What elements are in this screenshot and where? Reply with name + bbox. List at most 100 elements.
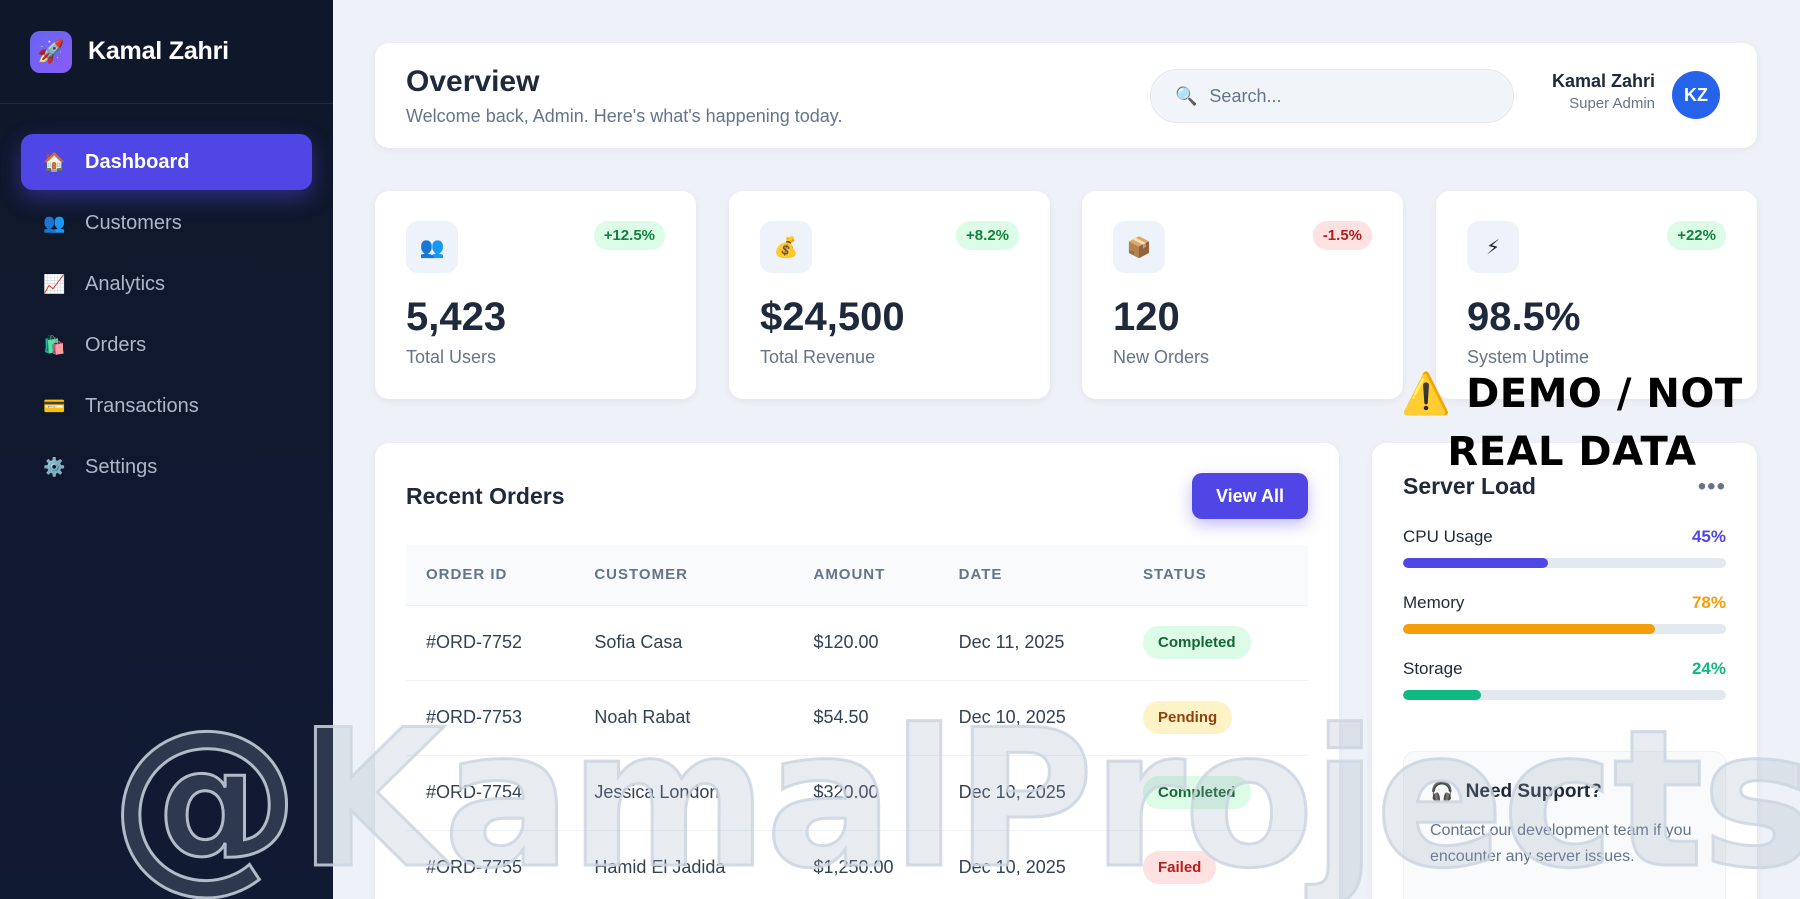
support-title-text: Need Support? (1465, 781, 1602, 802)
table-row[interactable]: #ORD-7754 Jessica London $320.00 Dec 10,… (406, 754, 1308, 830)
avatar[interactable]: KZ (1672, 71, 1720, 119)
table-header-row: ORDER ID CUSTOMER AMOUNT DATE STATUS (406, 545, 1308, 605)
panel-title: Server Load (1403, 473, 1536, 499)
support-text: Contact our development team if you enco… (1430, 822, 1692, 865)
rocket-icon: 🚀 (30, 30, 72, 73)
customer-name: Jessica London (574, 754, 794, 830)
meter-cpu: CPU Usage 45% (1403, 527, 1726, 568)
order-date: Dec 10, 2025 (938, 679, 1123, 755)
order-id: #ORD-7755 (406, 829, 575, 899)
stat-change-badge: +12.5% (593, 221, 665, 250)
users-icon: 👥 (43, 212, 66, 233)
column-header[interactable]: AMOUNT (813, 566, 886, 584)
stat-value: 98.5% (1467, 295, 1581, 339)
user-name: Kamal Zahri (1551, 71, 1655, 91)
meter-storage: Storage 24% (1403, 659, 1726, 700)
sidebar-item-label: Settings (85, 455, 158, 478)
view-all-button[interactable]: View All (1192, 473, 1308, 519)
order-date: Dec 10, 2025 (938, 754, 1123, 830)
meter-label: Memory (1403, 593, 1465, 612)
server-load-panel: Server Load ••• CPU Usage 45% Memory 78%… (1372, 443, 1757, 899)
search-input[interactable] (1209, 85, 1490, 107)
stat-change-badge: +8.2% (956, 221, 1019, 250)
meter-value: 78% (1691, 593, 1726, 612)
column-header[interactable]: CUSTOMER (594, 566, 688, 584)
order-amount: $54.50 (793, 679, 939, 755)
table-row[interactable]: #ORD-7753 Noah Rabat $54.50 Dec 10, 2025… (406, 679, 1308, 755)
orders-table: ORDER ID CUSTOMER AMOUNT DATE STATUS #OR… (406, 545, 1308, 899)
stat-change-badge: -1.5% (1312, 221, 1372, 250)
support-title: 🎧 Need Support? (1430, 780, 1699, 804)
meter-label: CPU Usage (1403, 527, 1493, 546)
sidebar-item-dashboard[interactable]: 🏠 Dashboard (21, 134, 312, 190)
order-date: Dec 10, 2025 (938, 829, 1123, 899)
order-id: #ORD-7754 (406, 754, 575, 830)
brand-name: Kamal Zahri (88, 37, 229, 65)
column-header[interactable]: DATE (958, 566, 1003, 584)
stat-label: System Uptime (1467, 347, 1590, 367)
support-box: 🎧 Need Support? Contact our development … (1403, 751, 1726, 899)
progress-track (1403, 690, 1726, 700)
order-date: Dec 11, 2025 (938, 604, 1123, 680)
shopping-bag-icon: 🛍️ (43, 334, 66, 355)
stat-label: New Orders (1113, 347, 1210, 367)
demo-warning-banner: ⚠️ DEMO / NOT REAL DATA (1401, 371, 1743, 475)
progress-fill (1403, 690, 1481, 700)
recent-orders-panel: Recent Orders View All ORDER ID CUSTOMER… (375, 443, 1339, 899)
users-icon: 👥 (406, 221, 458, 273)
lightning-icon: ⚡ (1467, 221, 1519, 273)
customer-name: Sofia Casa (574, 604, 794, 680)
sidebar-item-customers[interactable]: 👥 Customers (21, 195, 312, 251)
user-info[interactable]: Kamal Zahri Super Admin (1552, 71, 1655, 112)
order-id: #ORD-7752 (406, 604, 575, 680)
progress-fill (1403, 558, 1549, 568)
sidebar-nav: 🏠 Dashboard 👥 Customers 📈 Analytics 🛍️ O… (0, 104, 333, 495)
home-icon: 🏠 (43, 151, 66, 172)
panel-title: Recent Orders (406, 483, 565, 509)
stat-value: 120 (1113, 295, 1180, 339)
order-amount: $320.00 (793, 754, 939, 830)
sidebar-item-label: Transactions (85, 394, 199, 417)
brand[interactable]: 🚀 Kamal Zahri (0, 0, 333, 104)
chart-icon: 📈 (43, 273, 66, 294)
money-bag-icon: 💰 (760, 221, 812, 273)
status-badge: Failed (1143, 851, 1217, 885)
page-header: Overview Welcome back, Admin. Here's wha… (375, 43, 1757, 148)
column-header[interactable]: STATUS (1143, 566, 1207, 584)
status-badge: Completed (1143, 776, 1251, 809)
stat-card-users: 👥 +12.5% 5,423 Total Users (375, 191, 696, 399)
sidebar: 🚀 Kamal Zahri 🏠 Dashboard 👥 Customers 📈 … (0, 0, 333, 899)
sidebar-item-transactions[interactable]: 💳 Transactions (21, 378, 312, 434)
stat-value: 5,423 (406, 295, 507, 339)
meter-label: Storage (1403, 659, 1463, 678)
page-subtitle: Welcome back, Admin. Here's what's happe… (406, 106, 843, 126)
customer-name: Noah Rabat (574, 679, 794, 755)
more-options-icon[interactable]: ••• (1697, 473, 1726, 500)
sidebar-item-label: Customers (85, 211, 182, 234)
meter-value: 45% (1691, 527, 1726, 546)
package-icon: 📦 (1113, 221, 1165, 273)
stat-card-uptime: ⚡ +22% 98.5% System Uptime (1436, 191, 1757, 399)
column-header[interactable]: ORDER ID (426, 566, 508, 584)
stat-card-orders: 📦 -1.5% 120 New Orders (1082, 191, 1403, 399)
search-box[interactable]: 🔍 (1150, 69, 1514, 123)
stat-card-revenue: 💰 +8.2% $24,500 Total Revenue (729, 191, 1050, 399)
table-row[interactable]: #ORD-7752 Sofia Casa $120.00 Dec 11, 202… (406, 604, 1308, 680)
search-icon: 🔍 (1175, 85, 1198, 106)
headphones-icon: 🎧 (1430, 782, 1454, 803)
stat-change-badge: +22% (1667, 221, 1726, 250)
page-title: Overview (406, 65, 540, 98)
table-row[interactable]: #ORD-7755 Hamid El Jadida $1,250.00 Dec … (406, 829, 1308, 899)
sidebar-item-settings[interactable]: ⚙️ Settings (21, 439, 312, 495)
sidebar-item-analytics[interactable]: 📈 Analytics (21, 256, 312, 312)
sidebar-item-label: Dashboard (85, 150, 190, 173)
meter-value: 24% (1691, 659, 1726, 678)
stat-label: Total Users (406, 347, 497, 367)
stat-value: $24,500 (760, 295, 905, 339)
order-amount: $120.00 (793, 604, 939, 680)
credit-card-icon: 💳 (43, 395, 66, 416)
gear-icon: ⚙️ (43, 456, 66, 477)
progress-fill (1403, 624, 1655, 634)
sidebar-item-orders[interactable]: 🛍️ Orders (21, 317, 312, 373)
status-badge: Pending (1143, 701, 1233, 734)
